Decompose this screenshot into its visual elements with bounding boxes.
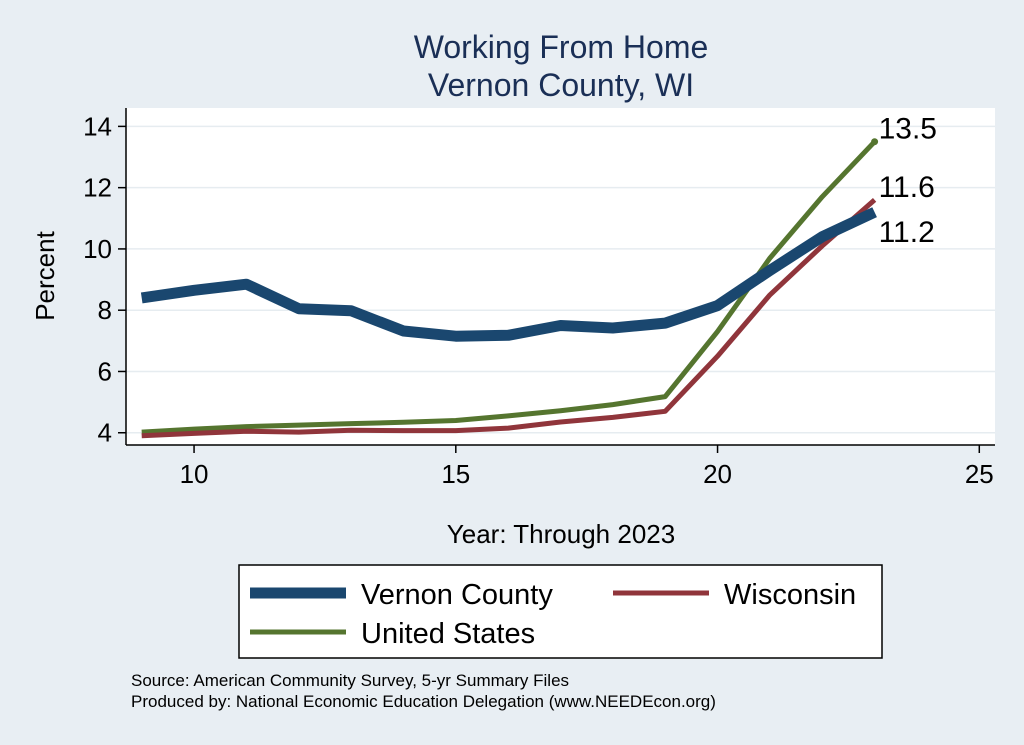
produced-by-note: Produced by: National Economic Education… [131,692,716,711]
y-tick-label: 8 [98,295,112,325]
y-axis-label: Percent [30,230,60,320]
legend-label-wisconsin: Wisconsin [724,579,856,611]
series-line-vernon-county [140,207,877,342]
plot-area [126,108,995,445]
end-label-united-states: 13.5 [879,113,937,146]
legend-label-vernon-county: Vernon County [361,579,553,611]
source-note: Source: American Community Survey, 5-yr … [131,671,569,690]
chart-title-line-1: Working From Home [414,29,709,65]
legend-box [238,564,883,659]
series-lines [140,138,879,439]
end-label-wisconsin: 11.6 [879,171,935,204]
end-labels: 11.2 11.6 13.5 [879,113,937,249]
legend: Vernon County Wisconsin United States [238,564,883,659]
y-tick-label: 12 [83,173,112,203]
x-tick-label: 20 [703,459,732,489]
legend-label-united-states: United States [361,618,535,650]
series-line-wisconsin [141,198,877,439]
x-tick-label: 15 [441,459,470,489]
x-tick-label: 25 [965,459,994,489]
y-tick-label: 10 [83,234,112,264]
grid-lines [126,125,995,434]
y-tick-label: 14 [83,111,112,141]
end-label-vernon-county: 11.2 [879,216,935,249]
axes: 4 6 8 10 12 14 10 15 20 25 [83,108,995,489]
chart-title-line-2: Vernon County, WI [428,67,694,103]
x-axis-label: Year: Through 2023 [447,519,675,549]
y-tick-label: 4 [98,418,112,448]
x-tick-label: 10 [180,459,209,489]
y-tick-label: 6 [98,356,112,386]
end-marker-united-states [871,138,879,146]
